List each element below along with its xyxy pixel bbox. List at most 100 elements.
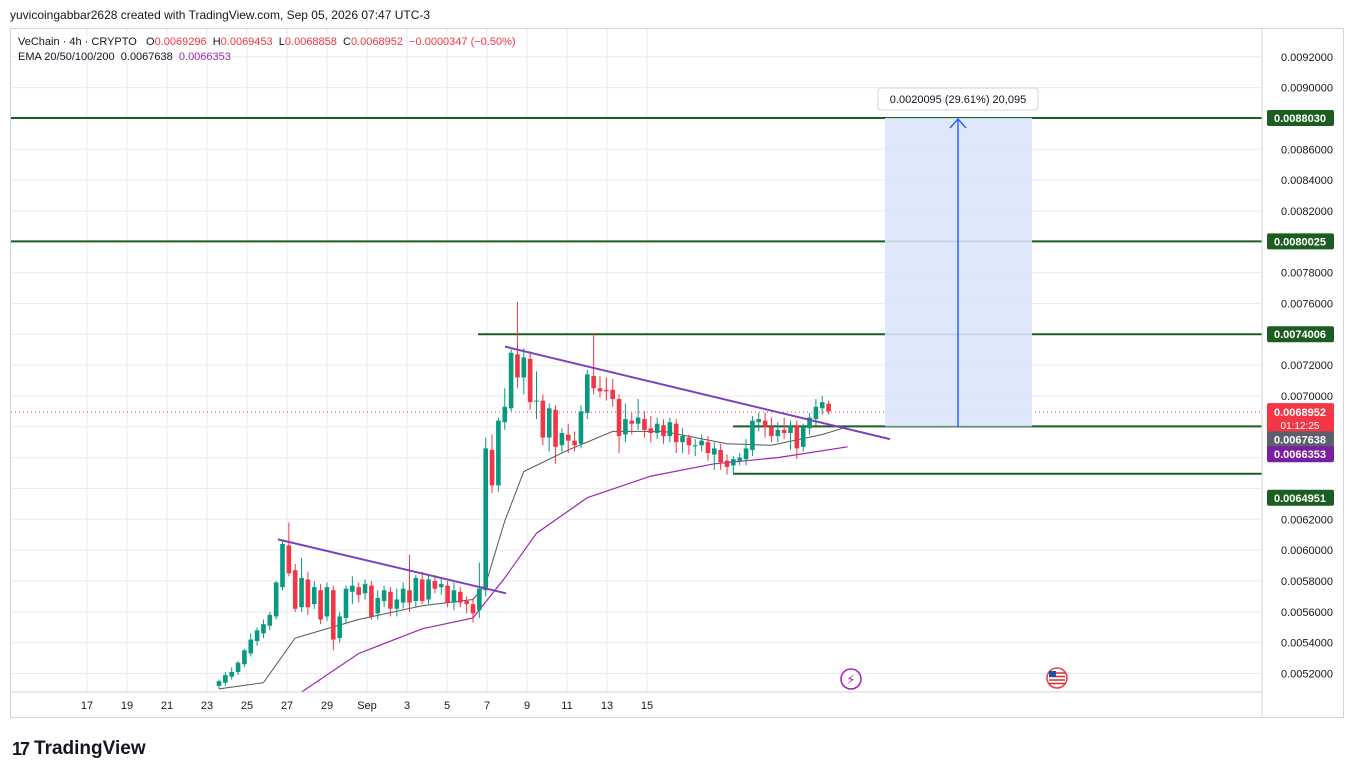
chart-credit: yuvicoingabbar2628 created with TradingV… (10, 8, 431, 22)
candle-up (692, 445, 698, 447)
candle-up (819, 402, 825, 409)
candle-up (311, 587, 317, 605)
candle-down (781, 429, 787, 433)
candle-down (445, 585, 450, 603)
candle-up (654, 423, 660, 433)
candle-down (515, 354, 520, 378)
x-tick-label: 29 (321, 700, 333, 712)
candle-down (629, 420, 635, 424)
countdown-badge: 01:12:25 (1281, 421, 1320, 432)
candle-up (521, 357, 527, 378)
x-tick-label: 25 (241, 700, 253, 712)
high-label: H (212, 36, 221, 48)
candle-up (496, 420, 501, 486)
candle-up (712, 448, 717, 455)
candle-down (661, 425, 666, 437)
candle-down (648, 428, 654, 433)
candle-up (451, 590, 457, 603)
tradingview-logo-icon: 17 (12, 738, 30, 759)
y-tick-label: 0.0070000 (1281, 391, 1333, 403)
candle-up (559, 432, 565, 446)
lightning-glyph-icon: ⚡ (846, 673, 855, 688)
level-badge-bg (1267, 326, 1334, 343)
candle-down (718, 449, 723, 463)
low-value: 0.0068858 (284, 36, 337, 48)
level-badge-bg (1267, 489, 1334, 506)
candle-up (273, 582, 279, 617)
candle-down (572, 440, 577, 446)
candle-down (489, 449, 495, 486)
level-badge: 0.0088030 (1274, 113, 1326, 125)
horizontal-levels (11, 116, 1262, 475)
low-label: L (278, 36, 285, 48)
candle-down (616, 399, 622, 437)
candle-down (458, 591, 463, 603)
ema-slow-badge: 0.0066353 (1274, 449, 1326, 461)
candle-up (242, 650, 247, 665)
change-value: −0.0000347 (−0.50%) (409, 36, 516, 48)
candle-down (407, 590, 412, 603)
candle-down (826, 403, 831, 412)
chart-frame (10, 28, 1344, 718)
level-badge-bg (1267, 109, 1334, 126)
symbol-label: VeChain · 4h · CRYPTO (18, 36, 137, 48)
open-label: O (146, 36, 155, 48)
ema-row: EMA 20/50/100/200 0.0067638 0.0066353 (18, 50, 516, 65)
candle-up (248, 639, 254, 654)
candle-up (350, 585, 355, 592)
x-tick-label: 17 (81, 700, 93, 712)
candles (216, 301, 831, 689)
measure-arrow-head (949, 117, 967, 129)
candle-down (597, 388, 603, 392)
y-tick-label: 0.0084000 (1281, 175, 1333, 187)
ema-lines (218, 426, 848, 693)
candle-up (699, 440, 704, 446)
candle-down (318, 590, 323, 620)
candle-down (419, 579, 425, 602)
level-badge-bg (1267, 233, 1334, 250)
ema-fast-value: 0.0067638 (120, 51, 173, 63)
candle-down (705, 442, 711, 454)
y-tick-label: 0.0062000 (1281, 514, 1333, 526)
x-tick-label: 27 (281, 700, 293, 712)
x-tick-label: 9 (524, 700, 530, 712)
ema-label: EMA 20/50/100/200 (18, 51, 115, 63)
y-tick-label: 0.0058000 (1281, 576, 1333, 588)
candle-down (464, 601, 469, 605)
lightning-event-icon (840, 668, 862, 690)
candle-down (610, 389, 615, 400)
candle-down (527, 358, 533, 403)
tradingview-footer: 17 TradingView (12, 738, 146, 760)
open-value: 0.0069296 (154, 36, 207, 48)
candle-up (394, 599, 400, 609)
candle-down (470, 604, 476, 614)
ema-fast-badge: 0.0067638 (1274, 434, 1326, 446)
y-tick-label: 0.0060000 (1281, 545, 1333, 557)
measure-label: 0.0020095 (29.61%) 20,095 (890, 94, 1026, 106)
y-tick-label: 0.0092000 (1281, 52, 1333, 64)
candle-up (807, 417, 812, 429)
candle-down (286, 545, 292, 574)
candle-up (223, 675, 228, 683)
y-tick-label: 0.0076000 (1281, 298, 1333, 310)
trend-line-early (277, 538, 507, 595)
candle-up (737, 457, 742, 461)
candle-up (483, 448, 488, 591)
candle-up (578, 411, 584, 444)
candle-down (565, 434, 571, 441)
candle-up (477, 588, 482, 611)
measure-label-box (877, 87, 1039, 111)
candle-up (788, 425, 793, 433)
level-badge: 0.0074006 (1274, 329, 1326, 341)
candle-down (642, 419, 647, 430)
y-tick-label: 0.0078000 (1281, 268, 1333, 280)
candle-up (743, 448, 749, 460)
y-tick-label: 0.0082000 (1281, 206, 1333, 218)
x-tick-label: 15 (641, 700, 653, 712)
candle-up (362, 584, 368, 594)
candle-down (356, 587, 361, 595)
ema-slow-badge-bg (1267, 446, 1334, 463)
candle-up (337, 616, 342, 639)
current-price-badge-bg (1267, 403, 1334, 434)
